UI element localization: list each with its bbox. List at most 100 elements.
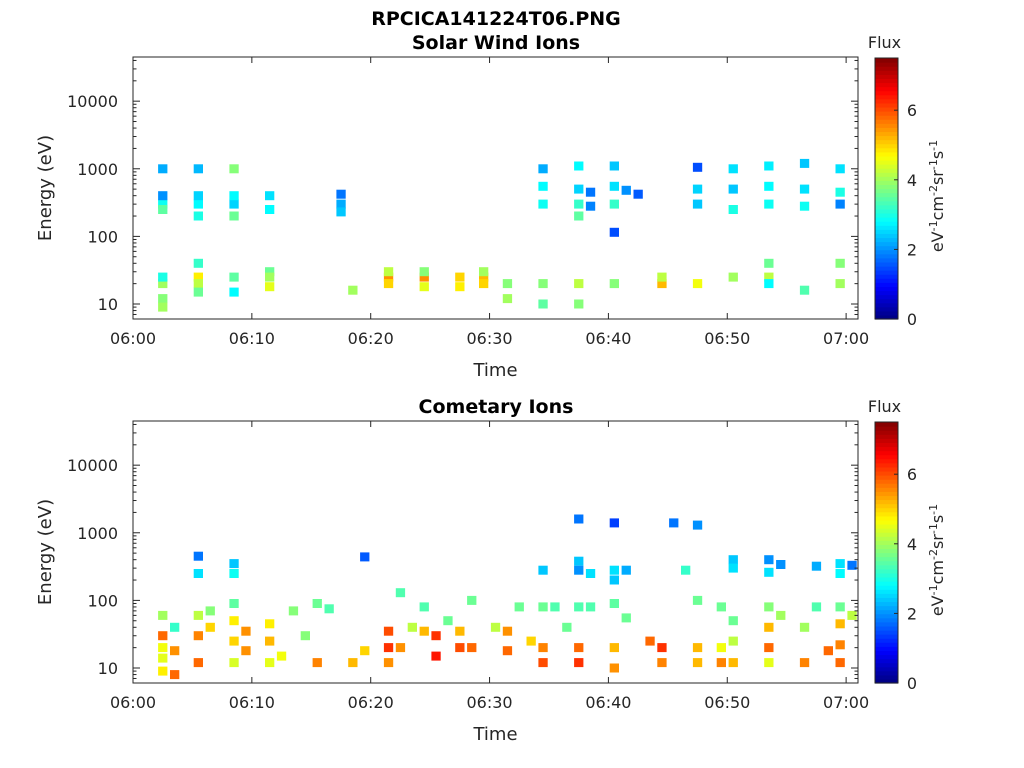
colorbar-swatch xyxy=(875,131,898,137)
y-tick-label: 100 xyxy=(87,227,118,246)
heatmap-cell xyxy=(716,602,726,612)
heatmap-cell xyxy=(585,602,596,612)
heatmap-cell xyxy=(395,588,406,598)
heatmap-cell xyxy=(360,646,370,656)
heatmap-cell xyxy=(550,602,560,612)
unit-exponent: -2 xyxy=(927,549,940,560)
heatmap-cell xyxy=(229,211,239,221)
colorbar-swatch xyxy=(875,233,898,239)
colorbar-swatch xyxy=(875,654,898,660)
colorbar-swatch xyxy=(875,609,898,615)
colorbar-swatch xyxy=(875,528,898,533)
colorbar-swatch xyxy=(875,560,898,566)
unit-base: cm xyxy=(928,560,947,584)
heatmap-cell xyxy=(692,643,703,653)
heatmap-cell xyxy=(538,164,548,174)
colorbar-swatch xyxy=(875,422,898,427)
colorbar-swatch xyxy=(875,495,898,501)
heatmap-cell xyxy=(265,619,275,629)
heatmap-cell xyxy=(419,272,429,282)
heatmap-cell xyxy=(407,622,417,632)
colorbar-tick-label: 6 xyxy=(907,465,917,484)
panel-title: Solar Wind Ions xyxy=(412,32,580,54)
heatmap-cell xyxy=(300,631,310,641)
heatmap-cell xyxy=(193,569,203,578)
colorbar-tick-label: 4 xyxy=(907,535,917,554)
colorbar-swatch xyxy=(875,58,898,63)
plot-frame xyxy=(132,56,859,320)
unit-exponent: -1 xyxy=(927,159,940,170)
heatmap-cell xyxy=(383,267,394,277)
y-tick-label: 10000 xyxy=(67,92,118,111)
heatmap-cell xyxy=(764,272,774,282)
heatmap-cell xyxy=(609,199,619,209)
heatmap-cell xyxy=(609,565,619,575)
figure-title: RPCICA141224T06.PNG xyxy=(371,8,621,30)
heatmap-cell xyxy=(229,599,239,608)
colorbar-swatch xyxy=(875,143,898,149)
heatmap-cell xyxy=(692,279,703,289)
unit-exponent: -1 xyxy=(927,504,940,515)
colorbar-swatch xyxy=(875,225,898,230)
colorbar-swatch xyxy=(875,298,898,304)
colorbar-swatch xyxy=(875,314,898,320)
colorbar-swatch xyxy=(875,147,898,153)
heatmap-cell xyxy=(158,666,168,676)
colorbar-swatch xyxy=(875,196,898,202)
heatmap-cell xyxy=(479,279,489,289)
heatmap-cell xyxy=(419,267,429,277)
heatmap-cell xyxy=(490,622,501,632)
colorbar-swatch xyxy=(875,483,898,488)
colorbar-unit-label: eV-1cm-2sr-1s-1 xyxy=(927,504,948,616)
heatmap-cell xyxy=(716,643,726,653)
heatmap-cell xyxy=(276,651,287,661)
colorbar-swatch xyxy=(875,585,898,590)
heatmap-cell xyxy=(728,636,738,646)
heatmap-cell xyxy=(799,285,810,295)
colorbar-swatch xyxy=(875,241,898,247)
heatmap-cell xyxy=(574,184,584,194)
heatmap-cell xyxy=(609,518,619,528)
heatmap-cell xyxy=(823,646,833,656)
heatmap-cell xyxy=(158,631,168,641)
colorbar-swatch xyxy=(875,629,898,635)
colorbar-swatch xyxy=(875,192,898,198)
heatmap-cell xyxy=(657,658,667,668)
heatmap-cell xyxy=(692,595,703,605)
x-tick-label: 06:00 xyxy=(110,693,156,712)
y-tick-label: 10 xyxy=(98,295,118,314)
colorbar-swatch xyxy=(875,253,898,259)
colorbar-swatch xyxy=(875,164,898,169)
heatmap-cell xyxy=(158,205,168,214)
heatmap-cell xyxy=(265,282,275,292)
y-tick-label: 1000 xyxy=(77,524,118,543)
colorbar-swatch xyxy=(875,200,898,206)
heatmap-cell xyxy=(764,602,774,612)
heatmap-cell xyxy=(229,636,239,646)
colorbar-swatch xyxy=(875,613,898,619)
colorbar-swatch xyxy=(875,184,898,190)
heatmap-cell xyxy=(574,565,584,575)
x-tick-label: 06:10 xyxy=(229,329,275,348)
colorbar-swatch xyxy=(875,123,898,128)
heatmap-cell xyxy=(681,565,691,575)
heatmap-cell xyxy=(467,595,477,605)
colorbar-unit-label: eV-1cm-2sr-1s-1 xyxy=(927,140,948,252)
x-axis-label: Time xyxy=(472,360,517,381)
heatmap-cell xyxy=(776,560,786,569)
colorbar-swatch xyxy=(875,208,898,214)
heatmap-cell xyxy=(229,164,239,174)
heatmap-cell xyxy=(764,279,774,289)
y-tick-label: 1000 xyxy=(77,160,118,179)
heatmap-cell xyxy=(431,651,441,661)
heatmap-cell xyxy=(360,552,370,562)
heatmap-cell xyxy=(193,631,203,641)
heatmap-cell xyxy=(241,646,251,656)
heatmap-cell xyxy=(229,272,239,282)
heatmap-cell xyxy=(229,191,239,201)
x-tick-label: 07:00 xyxy=(823,329,869,348)
unit-exponent: -1 xyxy=(927,140,940,151)
colorbar-swatch xyxy=(875,617,898,623)
